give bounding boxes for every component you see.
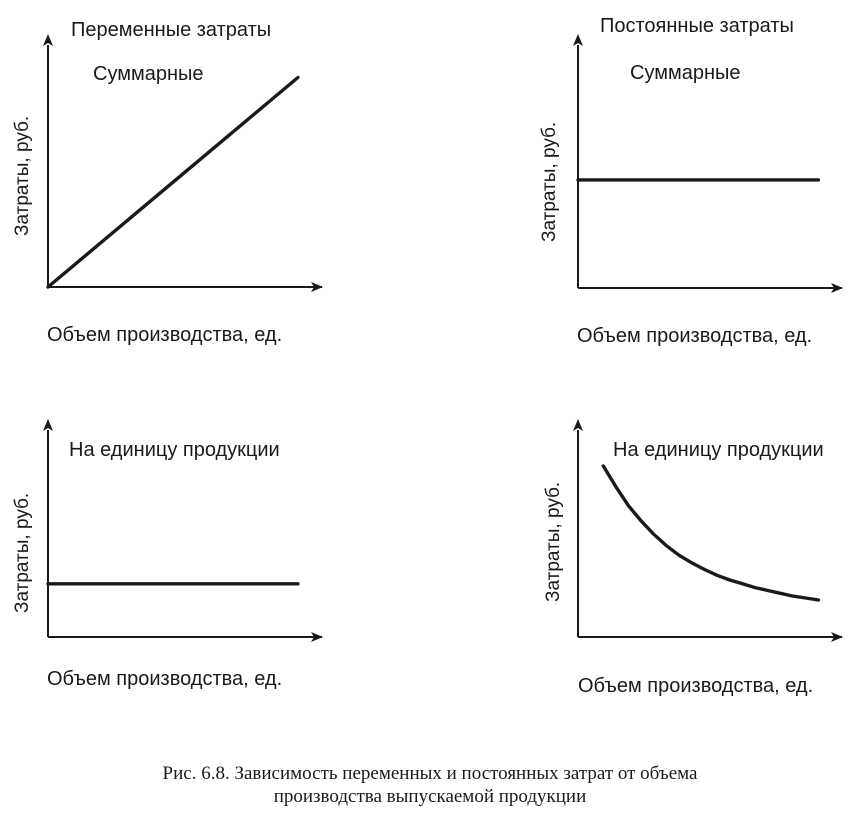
figure-caption-line-2: производства выпускаемой продукции [273, 786, 587, 807]
panel-4-subtitle: На единицу продукции [613, 439, 824, 461]
panel-2-group-title: Постоянные затраты [600, 15, 794, 37]
panel-1-subtitle: Суммарные [93, 63, 204, 85]
panel-1-group-title: Переменные затраты [71, 19, 272, 41]
panel-3-subtitle: На единицу продукции [69, 439, 280, 461]
panel-2-x-axis-label: Объем производства, ед. [577, 325, 813, 347]
panel-1-series-line [46, 75, 300, 289]
panel-3-x-axis-label: Объем производства, ед. [47, 668, 283, 690]
panel-2-subtitle: Суммарные [630, 62, 741, 84]
panel-1-x-axis-label: Объем производства, ед. [47, 324, 283, 346]
panel-4-x-axis-label: Объем производства, ед. [578, 675, 814, 697]
figure-caption-line-1: Рис. 6.8. Зависимость переменных и посто… [162, 763, 698, 784]
panel-4-series-line [601, 464, 821, 602]
